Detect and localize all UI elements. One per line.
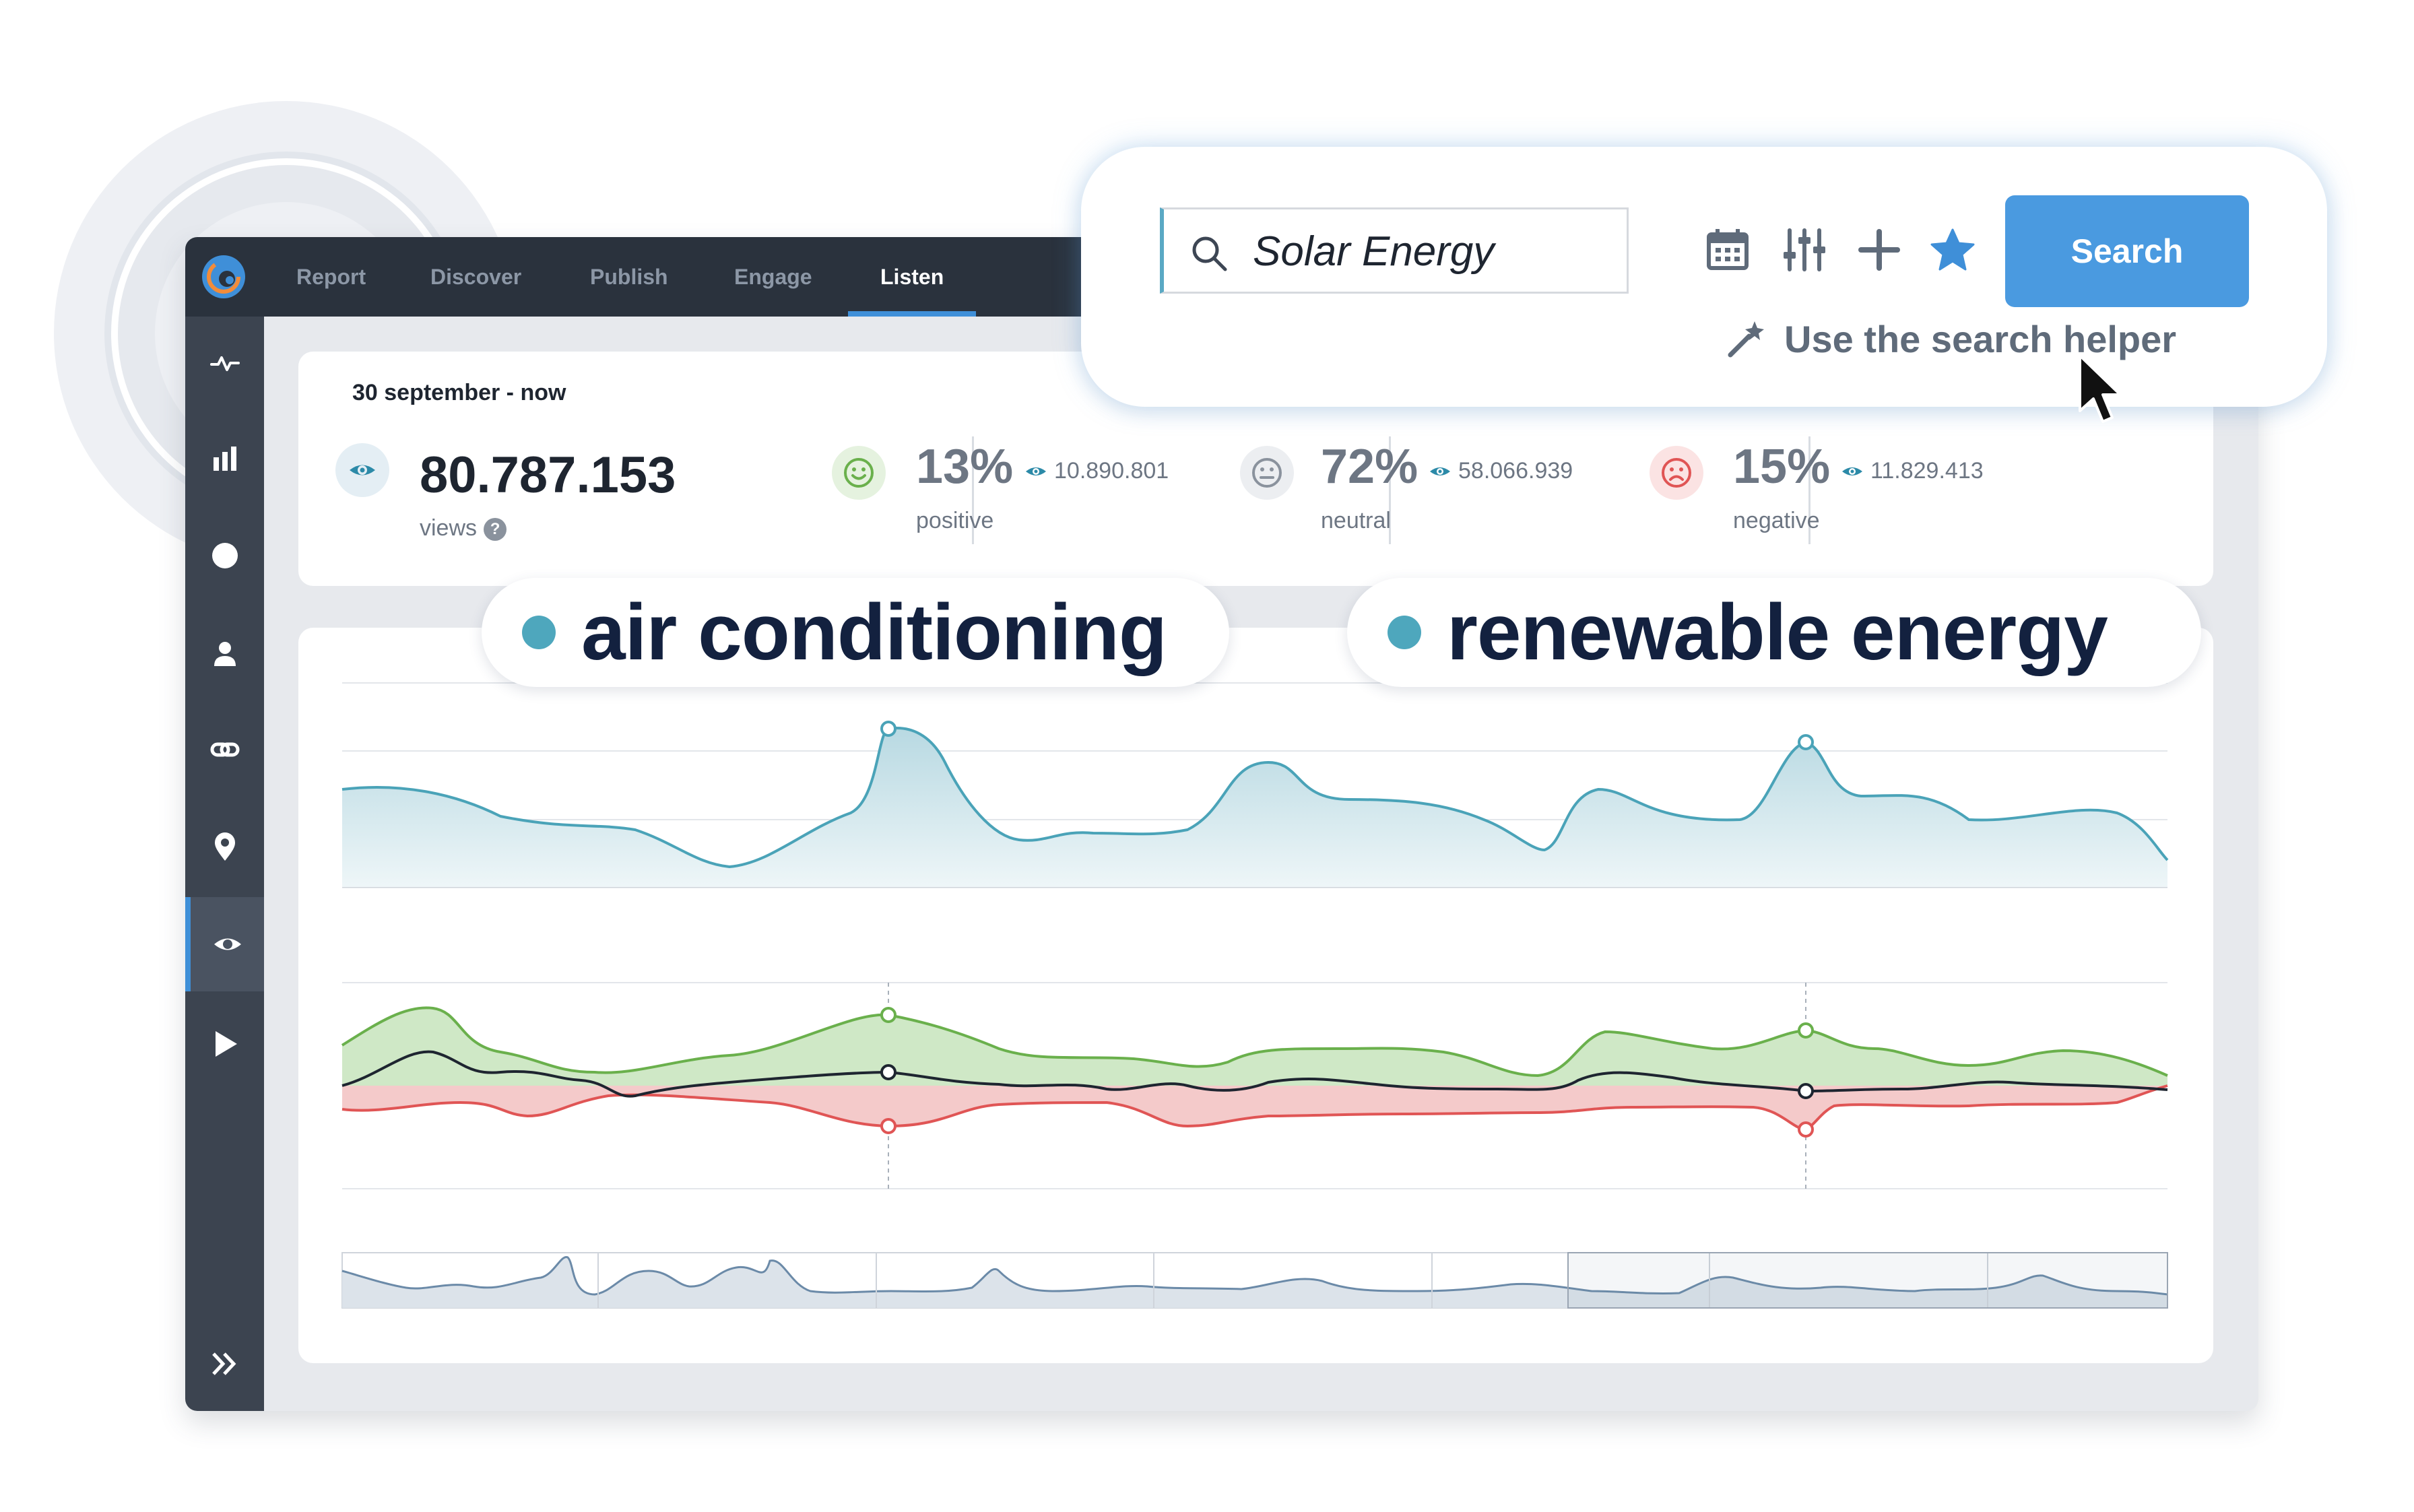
views-label: views? — [420, 515, 507, 541]
volume-area — [342, 728, 2167, 887]
volume-peak-point[interactable] — [1798, 734, 1814, 750]
stats-divider — [1808, 436, 1810, 544]
magic-wand-icon — [1728, 321, 1764, 358]
negative-label: negative — [1733, 508, 1820, 533]
sidebar-item-listen[interactable] — [185, 897, 264, 991]
smiley-negative-icon — [1662, 458, 1691, 488]
active-tab-indicator — [848, 311, 976, 317]
sidebar-item-circle[interactable] — [185, 508, 264, 603]
positive-sentiment-area — [342, 1008, 2167, 1086]
sidebar-item-activity[interactable] — [185, 317, 264, 411]
eye-icon — [214, 938, 241, 950]
mouse-cursor-icon — [2079, 354, 2122, 423]
search-input[interactable] — [1251, 223, 1604, 280]
nav-publish[interactable]: Publish — [590, 265, 668, 289]
app-window: Report Discover Publish Engage Listen — [185, 237, 2258, 1411]
nav-listen[interactable]: Listen — [880, 265, 944, 289]
timeline-range-navigator[interactable] — [341, 1252, 2168, 1309]
app-logo[interactable] — [200, 253, 247, 300]
eye-icon — [1842, 467, 1862, 475]
bar-chart-icon — [213, 447, 236, 471]
volume-line — [341, 727, 2169, 869]
eye-icon — [1430, 467, 1450, 475]
location-pin-icon — [214, 832, 235, 861]
topic-label-text: air conditioning — [581, 588, 1167, 677]
play-icon — [215, 1031, 237, 1057]
sidebar-item-locations[interactable] — [185, 799, 264, 894]
neutral-percent: 72% — [1321, 440, 1418, 494]
negative-peak-point[interactable] — [880, 1118, 896, 1134]
selected-range[interactable] — [1567, 1252, 2168, 1309]
sidebar-item-profiles[interactable] — [185, 606, 264, 700]
topic-label-renewable-energy[interactable]: renewable energy — [1347, 578, 2201, 687]
positive-label: positive — [916, 508, 994, 533]
sidebar-expand-button[interactable] — [185, 1317, 264, 1411]
negative-sentiment-line — [341, 1084, 2168, 1131]
net-sentiment-point[interactable] — [1798, 1083, 1814, 1099]
sliders-icon[interactable] — [1781, 226, 1828, 273]
nav-engage[interactable]: Engage — [734, 265, 812, 289]
link-icon — [210, 742, 239, 757]
plus-icon[interactable] — [1856, 226, 1903, 273]
star-icon[interactable] — [1929, 226, 1976, 273]
net-sentiment-line — [341, 1050, 2168, 1098]
nav-discover[interactable]: Discover — [430, 265, 522, 289]
sidebar-item-stats[interactable] — [185, 411, 264, 505]
neutral-count: 58.066.939 — [1429, 458, 1573, 484]
marker-lines — [888, 729, 1806, 1189]
positive-percent: 13% — [916, 440, 1014, 494]
stats-divider — [972, 436, 974, 544]
date-range-label[interactable]: 30 september - now — [352, 380, 566, 405]
negative-percent: 15% — [1733, 440, 1831, 494]
views-icon-wrap — [335, 443, 389, 497]
sidebar-item-media[interactable] — [185, 997, 264, 1091]
positive-icon-wrap — [832, 446, 886, 500]
neutral-icon-wrap — [1240, 446, 1294, 500]
activity-icon — [209, 356, 240, 371]
search-helper-text: Use the search helper — [1784, 317, 2177, 360]
positive-peak-point[interactable] — [880, 1007, 896, 1023]
topic-dot — [1388, 616, 1421, 649]
views-total: 80.787.153 — [420, 447, 676, 504]
search-helper-link[interactable]: Use the search helper — [1726, 308, 2176, 369]
nav-report[interactable]: Report — [296, 265, 366, 289]
trend-charts — [341, 682, 2169, 1309]
search-panel: Search Use the search helper — [1081, 147, 2327, 407]
topic-label-air-conditioning[interactable]: air conditioning — [482, 578, 1229, 687]
trend-charts-card — [298, 628, 2213, 1363]
eye-icon — [1026, 467, 1046, 475]
sidebar-item-links[interactable] — [185, 702, 264, 797]
stats-divider — [1389, 436, 1391, 544]
net-sentiment-point[interactable] — [880, 1064, 896, 1080]
search-icon — [1192, 236, 1227, 271]
negative-icon-wrap — [1650, 446, 1703, 500]
user-icon — [214, 642, 236, 666]
topic-label-text: renewable energy — [1447, 588, 2108, 677]
circle-icon — [211, 543, 238, 568]
positive-peak-point[interactable] — [1798, 1022, 1814, 1039]
smiley-positive-icon — [844, 458, 874, 488]
help-icon[interactable]: ? — [484, 518, 507, 541]
search-button[interactable]: Search — [2005, 195, 2249, 307]
smiley-neutral-icon — [1252, 458, 1282, 488]
negative-peak-point[interactable] — [1798, 1121, 1814, 1138]
positive-count: 10.890.801 — [1024, 458, 1169, 484]
negative-count: 11.829.413 — [1841, 458, 1984, 484]
double-chevron-right-icon — [211, 1352, 236, 1375]
volume-peak-point[interactable] — [880, 721, 896, 737]
topic-dot — [522, 616, 556, 649]
positive-sentiment-line — [341, 1006, 2168, 1078]
sidebar — [185, 317, 264, 1411]
search-field[interactable] — [1160, 207, 1629, 294]
calendar-icon[interactable] — [1704, 226, 1751, 273]
eye-icon — [350, 465, 375, 475]
neutral-label: neutral — [1321, 508, 1391, 533]
negative-sentiment-area — [342, 1086, 2167, 1129]
